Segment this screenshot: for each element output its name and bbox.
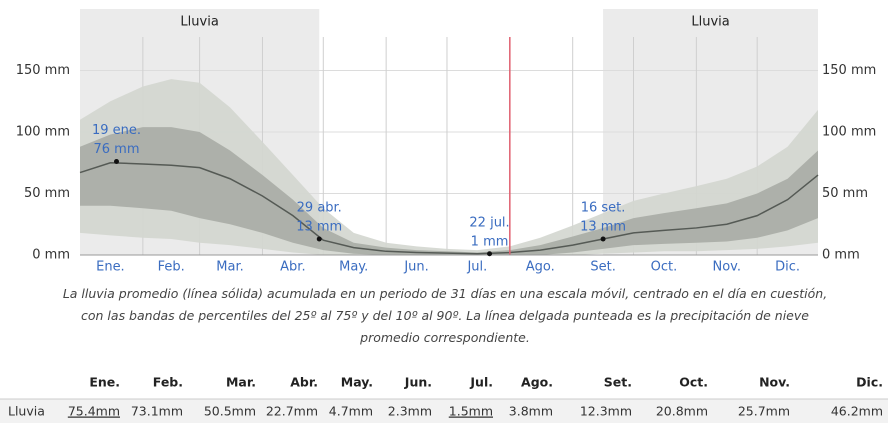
x-tick-label: Jul. (466, 260, 487, 275)
x-tick-label: Abr. (280, 260, 305, 275)
cell: 4.7mm (329, 404, 373, 419)
season-label: Lluvia (180, 15, 218, 30)
x-tick-label: Ene. (96, 260, 125, 275)
column-header: Mar. (226, 375, 256, 390)
y2-tick-label: 100 mm (822, 125, 876, 140)
x-tick-label: Jun. (403, 260, 428, 275)
y-tick-label: 0 mm (32, 248, 70, 263)
y-tick-label: 100 mm (16, 125, 70, 140)
cell: 1.5mm (449, 404, 493, 419)
annotation-dot (316, 236, 322, 242)
annotation-value: 13 mm (580, 220, 626, 235)
row-label: Lluvia (8, 404, 45, 419)
cell: 50.5mm (204, 404, 256, 419)
annotation-dot (487, 251, 493, 257)
median-line (79, 161, 819, 255)
annotation-dot (113, 159, 119, 165)
column-header: Nov. (759, 375, 790, 390)
season-label: Lluvia (691, 15, 729, 30)
cell: 73.1mm (131, 404, 183, 419)
annotation-dot (600, 236, 606, 242)
column-header: Oct. (679, 375, 708, 390)
annotation-date: 22 jul. (469, 215, 509, 230)
annotation-date: 19 ene. (92, 123, 141, 138)
table: Lluvia Ene. 75.4mm Feb. 73.1mm Mar. 50.5mm Abr.… (0, 375, 888, 423)
column-header: May. (341, 375, 373, 390)
column-header: Jun. (404, 375, 432, 390)
percentile-band (80, 127, 818, 255)
x-tick-label: Dic. (775, 260, 800, 275)
cell: 25.7mm (738, 404, 790, 419)
y2-tick-label: 150 mm (822, 63, 876, 78)
cell: 2.3mm (388, 404, 432, 419)
column-header: Dic. (856, 375, 883, 390)
annotation-date: 29 abr. (297, 201, 342, 216)
cell: 22.7mm (266, 404, 318, 419)
x-tick-label: Set. (590, 260, 615, 275)
x-tick-label: Mar. (216, 260, 243, 275)
cell: 3.8mm (509, 404, 553, 419)
column-header: Ago. (521, 375, 553, 390)
column-header: Set. (604, 375, 632, 390)
cell: 46.2mm (831, 404, 883, 419)
y2-tick-label: 50 mm (822, 186, 868, 201)
column-header: Feb. (153, 375, 183, 390)
column-header: Jul. (469, 375, 493, 390)
row-background (0, 399, 888, 423)
column-header: Ene. (89, 375, 120, 390)
x-tick-label: Oct. (651, 260, 678, 275)
y-tick-label: 150 mm (16, 63, 70, 78)
annotation-date: 16 set. (581, 201, 626, 216)
x-tick-label: Ago. (526, 260, 555, 275)
caption: La lluvia promedio (línea sólida) acumul… (62, 286, 828, 345)
annotation-value: 76 mm (93, 142, 139, 157)
cell: 75.4mm (68, 404, 120, 419)
annotation-value: 13 mm (296, 220, 342, 235)
x-tick-label: May. (339, 260, 368, 275)
x-tick-label: Feb. (158, 260, 185, 275)
y2-tick-label: 0 mm (822, 248, 860, 263)
annotation-value: 1 mm (471, 234, 509, 249)
y-tick-label: 50 mm (24, 186, 70, 201)
x-tick-label: Nov. (713, 260, 742, 275)
cell: 12.3mm (580, 404, 632, 419)
chart: Lluvia Lluvia 0 mm 0 mm 50 mm 50 mm 100 mm 100 … (16, 9, 876, 275)
column-header: Abr. (290, 375, 318, 390)
cell: 20.8mm (656, 404, 708, 419)
